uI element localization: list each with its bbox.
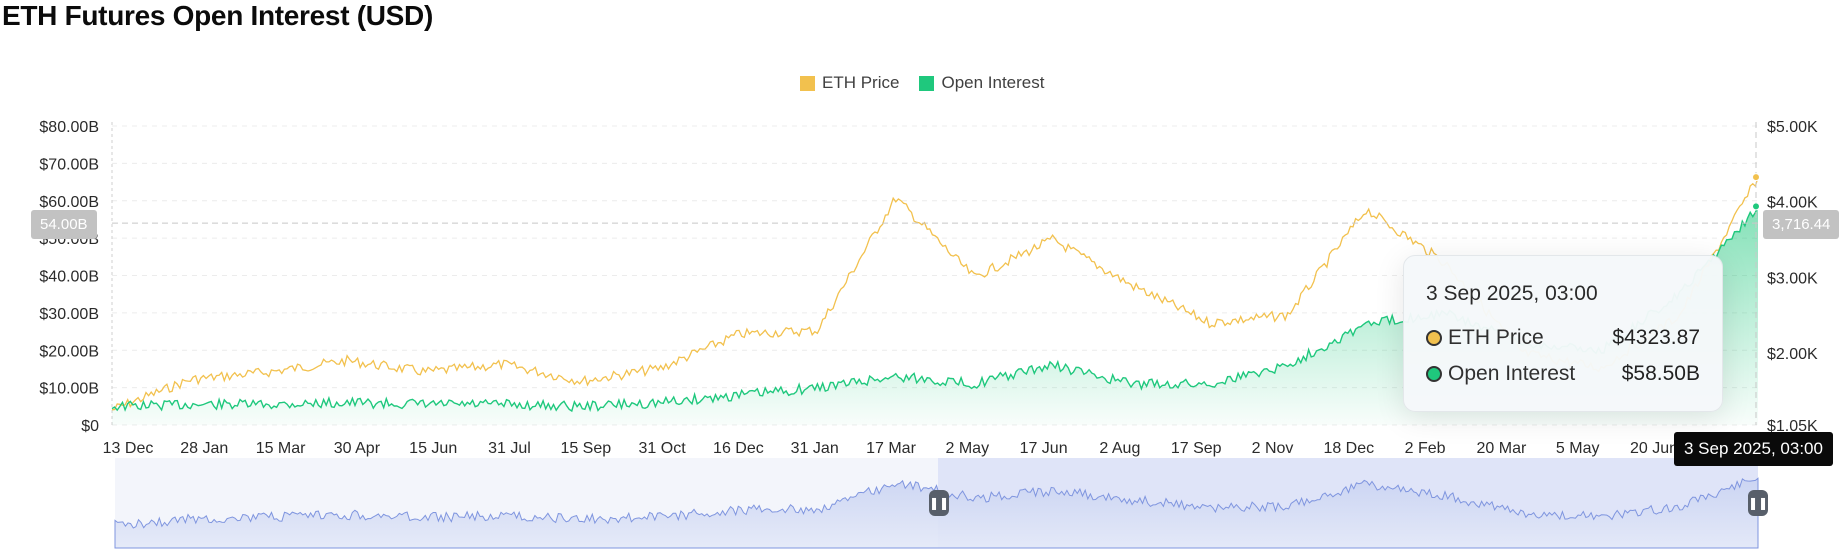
open-interest-area	[112, 206, 1758, 425]
legend-item-eth-price[interactable]: ETH Price	[800, 73, 899, 93]
legend-swatch-open-interest	[919, 75, 935, 91]
x-tick-label: 2 Nov	[1252, 440, 1294, 457]
tooltip-row-eth-price: ETH Price $4323.87	[1426, 326, 1700, 350]
y-right-tick-label: $3.00K	[1767, 270, 1818, 287]
x-tick-label: 31 Jul	[488, 440, 531, 457]
x-tick-label: 20 Jun	[1630, 440, 1678, 457]
tooltip-value-eth-price: $4323.87	[1612, 326, 1700, 349]
x-tick-label: 30 Apr	[334, 440, 381, 457]
eth-price-marker	[1752, 173, 1760, 182]
x-tick-label: 13 Dec	[103, 440, 154, 457]
y-right-tick-label: $1.05K	[1767, 418, 1818, 435]
x-tick-label: 31 Oct	[639, 440, 687, 457]
x-tick-label: 28 Jan	[180, 440, 228, 457]
x-tick-label: 16 Dec	[713, 440, 764, 457]
tooltip-row-open-interest: Open Interest $58.50B	[1426, 362, 1700, 386]
y-left-tick-label: $80.00B	[39, 119, 99, 136]
navigator-right-handle[interactable]: ❚❚	[1748, 490, 1768, 516]
y-right-tick-label: $5.00K	[1767, 119, 1818, 136]
y-left-tick-label: $40.00B	[39, 269, 99, 286]
x-tick-label: 2 Aug	[1099, 440, 1140, 457]
tooltip: 3 Sep 2025, 03:00 ETH Price $4323.87 Ope…	[1403, 255, 1723, 412]
tooltip-value-open-interest: $58.50B	[1621, 362, 1700, 385]
x-tick-label: 31 Jan	[791, 440, 839, 457]
x-tick-label: 17 Jun	[1020, 440, 1068, 457]
x-tick-label: 2 May	[946, 440, 990, 457]
navigator-left-handle[interactable]: ❚❚	[929, 490, 949, 516]
x-tick-label: 15 Jun	[409, 440, 457, 457]
x-tick-label: 20 Mar	[1477, 440, 1527, 457]
tooltip-label-eth-price: ETH Price	[1448, 326, 1544, 349]
chart-title: ETH Futures Open Interest (USD)	[2, 0, 433, 31]
tooltip-label-open-interest: Open Interest	[1448, 362, 1576, 385]
tooltip-dot-eth-price	[1426, 330, 1442, 346]
x-tick-label: 15 Mar	[256, 440, 306, 457]
x-tick-label: 17 Mar	[866, 440, 916, 457]
y-left-tick-label: $60.00B	[39, 194, 99, 211]
crosshair-x-label: 3 Sep 2025, 03:00	[1674, 432, 1833, 466]
tooltip-date: 3 Sep 2025, 03:00	[1426, 282, 1598, 305]
crosshair-left-label: 54.00B	[31, 210, 97, 239]
x-tick-label: 17 Sep	[1171, 440, 1222, 457]
y-left-tick-label: $0	[81, 418, 99, 435]
open-interest-marker	[1752, 202, 1760, 211]
legend-item-open-interest[interactable]: Open Interest	[919, 73, 1044, 93]
legend-label-eth-price: ETH Price	[822, 73, 900, 92]
legend: ETH Price Open Interest	[800, 73, 1044, 93]
y-left-tick-label: $10.00B	[39, 381, 99, 398]
x-tick-label: 2 Feb	[1405, 440, 1446, 457]
legend-swatch-eth-price	[800, 75, 815, 91]
x-tick-label: 5 May	[1556, 440, 1600, 457]
y-right-tick-label: $4.00K	[1767, 195, 1818, 212]
y-left-tick-label: $20.00B	[39, 343, 99, 360]
y-right-tick-label: $2.00K	[1767, 346, 1818, 363]
y-left-tick-label: $30.00B	[39, 306, 99, 323]
legend-label-open-interest: Open Interest	[941, 73, 1045, 92]
tooltip-dot-open-interest	[1426, 366, 1442, 382]
x-tick-label: 15 Sep	[560, 440, 611, 457]
y-left-tick-label: $70.00B	[39, 156, 99, 173]
x-tick-label: 18 Dec	[1323, 440, 1374, 457]
crosshair-right-label: 3,716.44	[1763, 210, 1840, 239]
